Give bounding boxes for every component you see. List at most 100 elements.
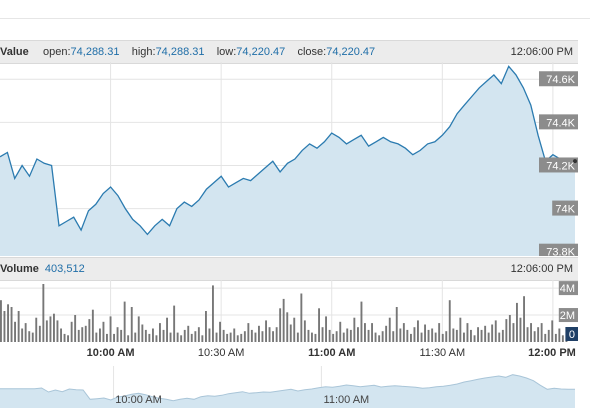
price-y-tick-label: 74.2K bbox=[546, 160, 575, 172]
price-y-tick-label: 73.8K bbox=[546, 247, 575, 256]
volume-bar bbox=[21, 328, 24, 342]
volume-y-tick-badge bbox=[558, 308, 578, 323]
volume-bar bbox=[357, 327, 359, 342]
volume-bar bbox=[480, 329, 483, 342]
time-axis-tick-label: 11:00 AM bbox=[308, 347, 355, 359]
volume-bar bbox=[512, 323, 515, 342]
navigator-line bbox=[0, 374, 575, 402]
volume-bar bbox=[558, 328, 561, 342]
price-chart[interactable]: 74.6K 74.4K 74.2K 74K 73.8K bbox=[0, 62, 578, 256]
volume-bar bbox=[162, 329, 165, 342]
volume-bar bbox=[3, 311, 6, 342]
volume-bar bbox=[265, 320, 267, 342]
volume-bar bbox=[272, 331, 274, 342]
volume-bar bbox=[427, 329, 430, 342]
volume-bar bbox=[413, 327, 416, 342]
volume-bar bbox=[321, 327, 324, 342]
volume-bar bbox=[173, 305, 176, 342]
volume-bar bbox=[14, 321, 16, 342]
volume-bar bbox=[95, 332, 98, 342]
volume-bar bbox=[498, 332, 501, 342]
volume-bar bbox=[152, 328, 154, 342]
volume-bar bbox=[226, 333, 229, 342]
volume-bar bbox=[187, 325, 190, 342]
volume-bar bbox=[74, 315, 77, 342]
volume-bar bbox=[318, 308, 320, 342]
volume-bar bbox=[547, 329, 550, 342]
volume-bar bbox=[438, 323, 441, 342]
volume-bar bbox=[459, 317, 462, 342]
volume-bar bbox=[212, 285, 214, 342]
volume-bar bbox=[254, 332, 257, 342]
volume-bar bbox=[477, 327, 479, 342]
volume-bar bbox=[84, 325, 87, 342]
price-line[interactable] bbox=[0, 65, 575, 236]
time-axis-tick-label: 11:30 AM bbox=[419, 347, 465, 359]
volume-bar bbox=[381, 331, 384, 342]
volume-bar bbox=[402, 323, 405, 342]
volume-bar bbox=[508, 315, 511, 342]
volume-bar bbox=[91, 309, 94, 342]
volume-bar bbox=[17, 311, 20, 342]
volume-bar bbox=[311, 332, 313, 342]
volume-bar bbox=[106, 333, 108, 342]
volume-bar bbox=[166, 317, 168, 342]
volume-y-tick-label: 4M bbox=[560, 283, 575, 295]
volume-bar bbox=[28, 331, 31, 342]
volume-bar bbox=[328, 329, 331, 342]
price-y-tick-badge bbox=[539, 157, 578, 173]
time-axis-tick-label: 12:00 PM bbox=[528, 347, 576, 359]
volume-bar bbox=[378, 335, 381, 342]
volume-bar bbox=[385, 325, 388, 342]
volume-bar bbox=[77, 329, 80, 342]
volume-bar bbox=[35, 317, 38, 342]
volume-bar bbox=[448, 300, 451, 342]
volume-bar bbox=[45, 320, 48, 342]
volume-bar bbox=[24, 323, 27, 342]
volume-bar bbox=[420, 332, 423, 342]
volume-bar bbox=[155, 335, 158, 342]
volume-bar bbox=[342, 332, 345, 342]
volume-bar bbox=[516, 302, 518, 342]
volume-bar bbox=[303, 320, 306, 342]
volume-bar bbox=[141, 324, 144, 342]
volume-bar bbox=[424, 324, 426, 342]
volume-bar bbox=[63, 333, 66, 342]
volume-bar bbox=[240, 333, 243, 342]
volume-bar bbox=[102, 321, 105, 342]
volume-bar bbox=[116, 327, 119, 342]
volume-bar bbox=[247, 323, 250, 342]
price-y-tick-badge bbox=[552, 200, 578, 216]
price-header-time: 12:06:00 PM bbox=[510, 46, 573, 58]
volume-bar bbox=[222, 329, 225, 342]
close-label: close: bbox=[297, 46, 327, 58]
volume-bar bbox=[530, 323, 532, 342]
price-y-tick-badge bbox=[539, 243, 578, 256]
volume-bar bbox=[42, 284, 45, 342]
open-value: 74,288.31 bbox=[70, 46, 120, 58]
volume-bar bbox=[339, 321, 342, 342]
volume-bar bbox=[360, 301, 363, 342]
price-y-tick-badge bbox=[539, 71, 578, 87]
volume-chart[interactable]: 4M 2M 0 bbox=[0, 280, 578, 342]
volume-bar bbox=[335, 331, 338, 342]
volume-bar bbox=[466, 323, 469, 342]
volume-bar bbox=[219, 321, 221, 342]
volume-label-text: Volume bbox=[0, 263, 39, 275]
volume-bar bbox=[491, 324, 494, 342]
volume-bar bbox=[130, 307, 133, 342]
open-label: open: bbox=[43, 46, 71, 58]
volume-bar bbox=[501, 329, 504, 342]
volume-bar bbox=[441, 333, 444, 342]
volume-bar bbox=[279, 308, 282, 342]
volume-bar bbox=[56, 320, 59, 342]
time-axis: 10:00 AM 10:30 AM 11:00 AM 11:30 AM 12:00 PM bbox=[0, 342, 578, 362]
price-y-ticks: 74.6K 74.4K 74.2K 74K 73.8K bbox=[539, 71, 578, 256]
volume-bar bbox=[81, 327, 84, 342]
low-label: low: bbox=[216, 46, 237, 58]
navigator[interactable]: 10:00 AM 11:00 AM bbox=[0, 366, 578, 408]
top-divider bbox=[0, 18, 590, 19]
volume-bar bbox=[452, 328, 455, 342]
volume-bar bbox=[417, 320, 419, 342]
volume-bar bbox=[371, 323, 373, 342]
